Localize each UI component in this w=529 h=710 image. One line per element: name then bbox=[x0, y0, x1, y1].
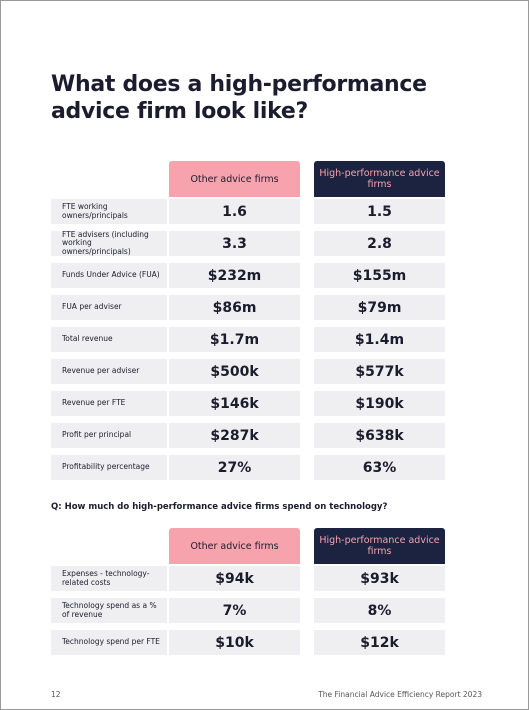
label-text: FUA per adviser bbox=[62, 302, 122, 312]
row-label: Funds Under Advice (FUA) bbox=[51, 263, 167, 288]
row-label: Technology spend as a % of revenue bbox=[51, 598, 167, 623]
row-label: FTE advisers (including working owners/p… bbox=[51, 229, 167, 256]
value: 27% bbox=[217, 459, 252, 476]
value-cell: $94k bbox=[169, 566, 300, 591]
row-label: Expenses - technology-related costs bbox=[51, 566, 167, 591]
row-label: Revenue per FTE bbox=[51, 391, 167, 416]
value-cell: 7% bbox=[169, 598, 300, 623]
value: $500k bbox=[210, 363, 259, 380]
label-text: FTE advisers (including working owners/p… bbox=[62, 229, 149, 256]
column-header: High-performance advice firms bbox=[314, 528, 445, 564]
header-text: Other advice firms bbox=[190, 540, 279, 552]
value-cell: 63% bbox=[314, 455, 445, 480]
value-cell: $190k bbox=[314, 391, 445, 416]
row-label: Technology spend per FTE bbox=[51, 630, 167, 655]
row-label: Revenue per adviser bbox=[51, 359, 167, 384]
value: 2.8 bbox=[367, 235, 392, 252]
label-text: Profit per principal bbox=[62, 430, 132, 440]
row-label: FUA per adviser bbox=[51, 295, 167, 320]
value: $287k bbox=[210, 427, 259, 444]
question: Q: How much do high-performance advice f… bbox=[51, 502, 388, 512]
value-cell: 2.8 bbox=[314, 231, 445, 256]
value-cell: 1.6 bbox=[169, 199, 300, 224]
value: 1.6 bbox=[222, 203, 247, 220]
row-label: Profit per principal bbox=[51, 423, 167, 448]
label-text: Profitability percentage bbox=[62, 462, 150, 472]
title: What does a high-performance advice firm… bbox=[51, 72, 427, 124]
value-cell: 8% bbox=[314, 598, 445, 623]
report-name: The Financial Advice Efficiency Report 2… bbox=[318, 690, 482, 699]
label-text: FTE working owners/principals bbox=[62, 202, 128, 220]
column-header: Other advice firms bbox=[169, 161, 300, 197]
label-text: Expenses - technology-related costs bbox=[62, 569, 150, 587]
value-cell: $93k bbox=[314, 566, 445, 591]
page-number: 12 bbox=[51, 690, 61, 699]
value-cell: $232m bbox=[169, 263, 300, 288]
value-cell: $146k bbox=[169, 391, 300, 416]
value-cell: $1.4m bbox=[314, 327, 445, 352]
column-header: High-performance advice firms bbox=[314, 161, 445, 197]
value: $10k bbox=[215, 634, 254, 651]
label-text: Funds Under Advice (FUA) bbox=[62, 270, 160, 280]
value: 3.3 bbox=[222, 235, 247, 252]
value: $146k bbox=[210, 395, 259, 412]
value-cell: $155m bbox=[314, 263, 445, 288]
value-cell: 1.5 bbox=[314, 199, 445, 224]
value-cell: $577k bbox=[314, 359, 445, 384]
value-cell: $500k bbox=[169, 359, 300, 384]
row-label: Profitability percentage bbox=[51, 455, 167, 480]
row-label: FTE working owners/principals bbox=[51, 199, 167, 224]
label-text: Technology spend as a % of revenue bbox=[62, 601, 157, 619]
value-cell: $86m bbox=[169, 295, 300, 320]
value: 8% bbox=[367, 602, 392, 619]
value-cell: 3.3 bbox=[169, 231, 300, 256]
value: 63% bbox=[362, 459, 397, 476]
value-cell: $638k bbox=[314, 423, 445, 448]
header-text: High-performance advice firms bbox=[319, 535, 440, 557]
row-label: Total revenue bbox=[51, 327, 167, 352]
value: $155m bbox=[352, 267, 407, 284]
value: $86m bbox=[212, 299, 257, 316]
value: $638k bbox=[355, 427, 404, 444]
value-cell: $287k bbox=[169, 423, 300, 448]
value: 1.5 bbox=[367, 203, 392, 220]
value: $232m bbox=[207, 267, 262, 284]
value: $190k bbox=[355, 395, 404, 412]
label-text: Revenue per adviser bbox=[62, 366, 140, 376]
value: $93k bbox=[360, 570, 399, 587]
value-cell: $10k bbox=[169, 630, 300, 655]
value-cell: $1.7m bbox=[169, 327, 300, 352]
value: $577k bbox=[355, 363, 404, 380]
value: $1.4m bbox=[354, 331, 405, 348]
value-cell: 27% bbox=[169, 455, 300, 480]
value-cell: $79m bbox=[314, 295, 445, 320]
value-cell: $12k bbox=[314, 630, 445, 655]
value: $12k bbox=[360, 634, 399, 651]
label-text: Total revenue bbox=[62, 334, 113, 344]
value: $94k bbox=[215, 570, 254, 587]
value: $1.7m bbox=[209, 331, 260, 348]
column-header: Other advice firms bbox=[169, 528, 300, 564]
label-text: Revenue per FTE bbox=[62, 398, 126, 408]
value: $79m bbox=[357, 299, 402, 316]
label-text: Technology spend per FTE bbox=[62, 637, 160, 647]
header-text: Other advice firms bbox=[190, 173, 279, 185]
value: 7% bbox=[222, 602, 247, 619]
header-text: High-performance advice firms bbox=[319, 168, 440, 190]
